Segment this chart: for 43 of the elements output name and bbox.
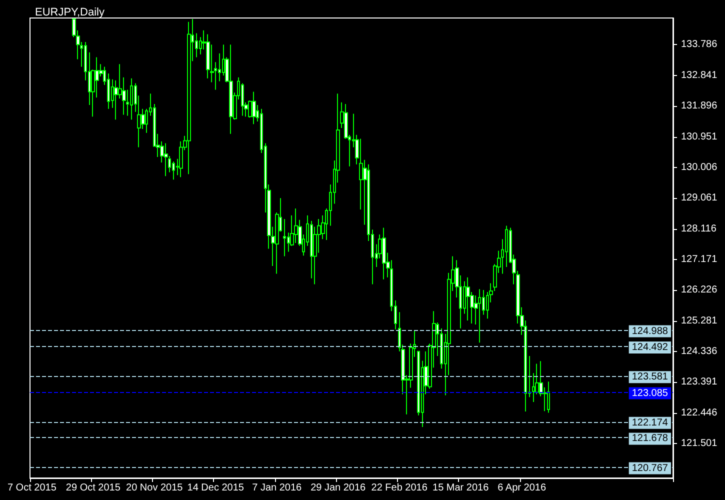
y-tick-label: 124.336 [681, 346, 718, 358]
ref-line-label: 123.581 [632, 372, 668, 383]
ref-line-label: 124.988 [632, 326, 668, 337]
y-tick-label: 127.171 [681, 254, 718, 265]
y-tick-label: 132.841 [681, 70, 718, 81]
candlestick [478, 288, 481, 344]
ref-line-label: 120.767 [632, 462, 668, 474]
ref-line-label: 121.678 [632, 433, 668, 444]
x-tick-label: 14 Dec 2015 [187, 482, 244, 494]
ref-line-label: 122.174 [632, 417, 668, 428]
candlestick [283, 218, 286, 257]
y-tick-label: 125.281 [681, 315, 718, 326]
y-tick-label: 131.896 [681, 100, 718, 112]
candlestick [547, 381, 550, 414]
ref-line-label: 123.085 [632, 388, 668, 399]
y-tick-label: 122.446 [681, 407, 718, 418]
y-tick-label: 123.391 [681, 376, 718, 388]
y-tick-label: 126.226 [681, 284, 718, 296]
y-tick-label: 130.006 [681, 162, 718, 173]
x-tick-label: 6 Apr 2016 [498, 482, 546, 494]
x-tick-label: 15 Mar 2016 [432, 482, 490, 494]
y-tick-label: 121.501 [681, 438, 718, 450]
ref-line-label: 124.492 [632, 342, 668, 354]
candlestick [466, 276, 470, 322]
candlestick [294, 208, 298, 244]
y-tick-label: 129.061 [681, 192, 718, 204]
x-tick-label: 29 Jan 2016 [310, 482, 366, 494]
candlestick [164, 142, 168, 177]
candlestick [206, 34, 210, 79]
x-tick-label: 29 Oct 2015 [66, 482, 121, 494]
candlestick [229, 44, 233, 134]
x-tick-label: 7 Jan 2016 [252, 482, 302, 494]
candlestick [382, 227, 386, 280]
x-tick-label: 7 Oct 2015 [7, 482, 57, 494]
x-tick-label: 22 Feb 2016 [371, 482, 428, 494]
candlestick [187, 21, 191, 175]
chart-title: EURJPY,Daily [35, 6, 105, 18]
candlestick [130, 78, 133, 120]
y-tick-label: 128.116 [681, 223, 717, 234]
y-tick-label: 133.786 [681, 39, 718, 50]
candlestick [252, 91, 256, 125]
y-tick-label: 130.951 [681, 131, 718, 142]
x-tick-label: 20 Nov 2015 [126, 482, 184, 494]
